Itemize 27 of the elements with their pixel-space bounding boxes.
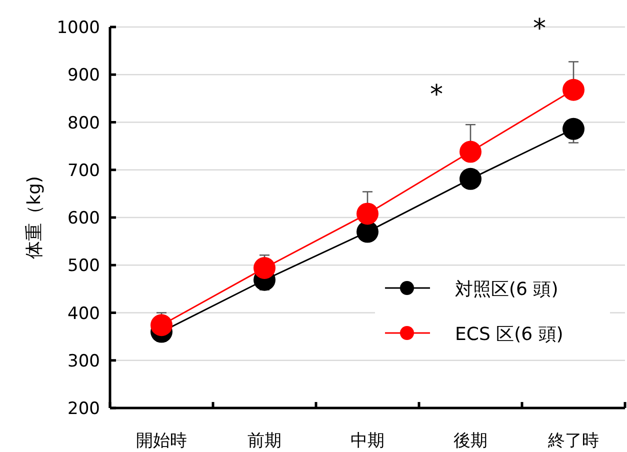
y-tick-label: 700	[68, 160, 100, 181]
y-tick-label: 800	[68, 113, 100, 134]
point	[562, 78, 584, 101]
point	[460, 168, 482, 190]
y-tick-label: 500	[68, 256, 100, 276]
x-tick-label: 後期	[454, 431, 488, 451]
x-tick-label: 開始時	[136, 431, 187, 451]
point	[562, 118, 584, 140]
y-tick-label: 400	[68, 304, 100, 324]
y-tick-label: 200	[68, 399, 100, 419]
point	[150, 314, 172, 336]
annotation: *	[533, 14, 546, 44]
y-axis-title: 体重（kg)	[24, 176, 45, 259]
y-tick-label: 300	[68, 351, 100, 372]
point	[356, 202, 378, 225]
y-tick-label: 900	[68, 66, 100, 86]
legend-label: 対照区(6 頭)	[455, 279, 558, 300]
point	[254, 257, 276, 279]
y-tick-label: 1000	[56, 18, 100, 38]
legend-label: ECS 区(6 頭)	[455, 324, 564, 345]
y-tick-label: 600	[68, 208, 100, 228]
point	[356, 220, 378, 243]
point	[460, 140, 482, 163]
x-tick-label: 終了時	[547, 431, 599, 451]
annotation: *	[430, 80, 443, 110]
x-tick-label: 中期	[350, 431, 384, 451]
x-tick-label: 前期	[248, 431, 282, 451]
